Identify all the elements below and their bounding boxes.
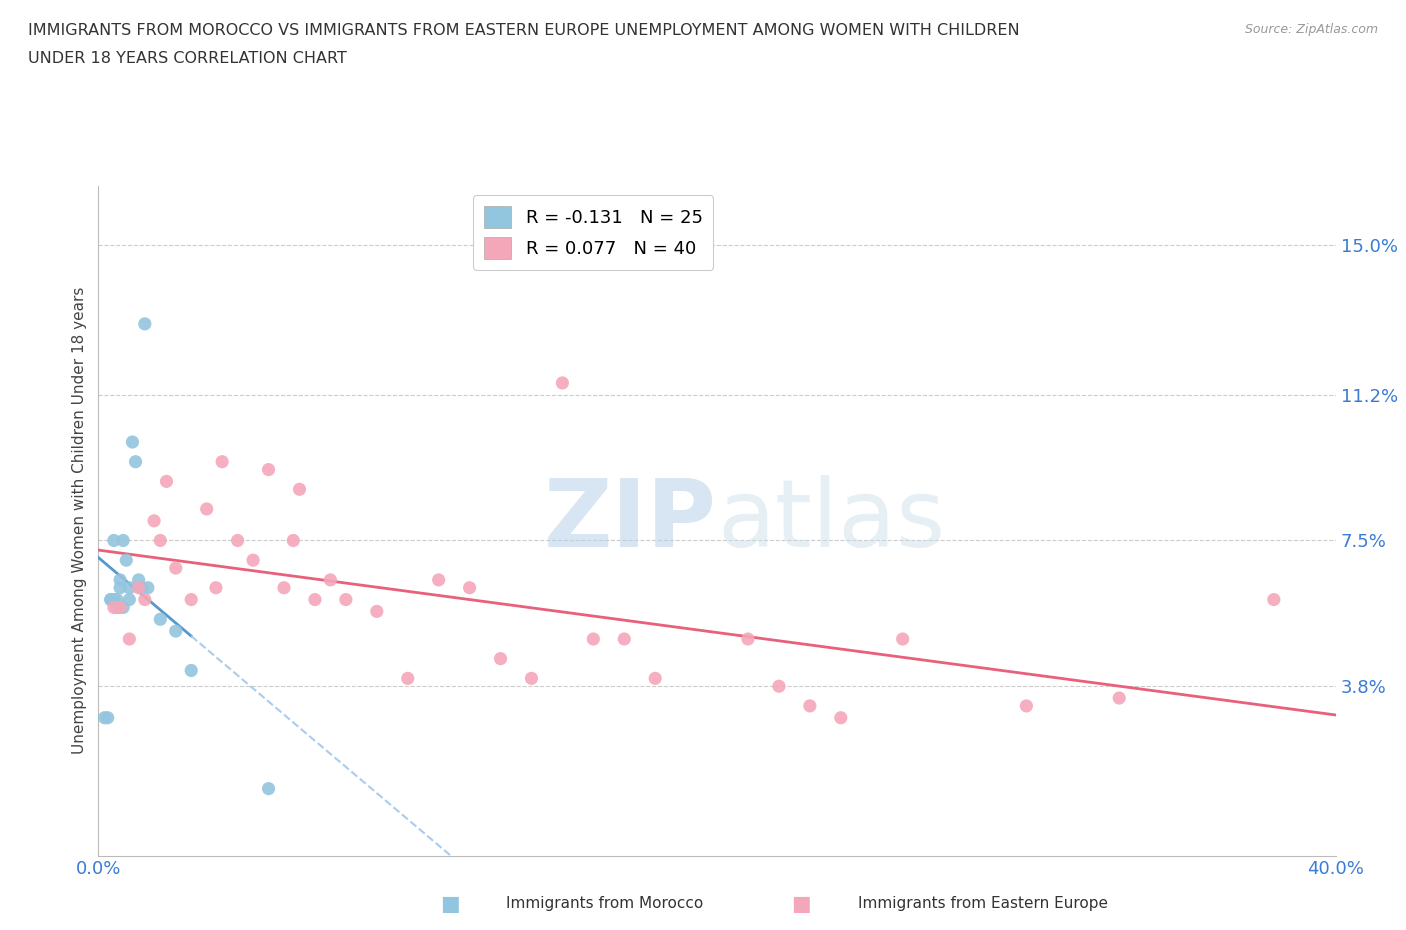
Point [582, 631, 605, 646]
Point [121, 434, 143, 449]
Text: ■: ■ [792, 894, 811, 914]
Point [103, 533, 125, 548]
Point [128, 580, 150, 595]
Point [112, 600, 135, 615]
Point [304, 592, 326, 607]
Point [108, 580, 131, 595]
Point [100, 592, 122, 607]
Point [180, 592, 202, 607]
Point [396, 671, 419, 685]
Point [134, 316, 156, 331]
Point [273, 580, 295, 595]
Point [366, 604, 388, 618]
Point [427, 573, 450, 588]
Point [613, 631, 636, 646]
Point [830, 711, 852, 725]
Legend: R = -0.131   N = 25, R = 0.077   N = 40: R = -0.131 N = 25, R = 0.077 N = 40 [474, 195, 713, 270]
Point [257, 781, 280, 796]
Text: IMMIGRANTS FROM MOROCCO VS IMMIGRANTS FROM EASTERN EUROPE UNEMPLOYMENT AMONG WOM: IMMIGRANTS FROM MOROCCO VS IMMIGRANTS FR… [28, 23, 1019, 38]
Point [112, 533, 135, 548]
Point [128, 573, 150, 588]
Point [288, 482, 311, 497]
Point [149, 533, 172, 548]
Point [131, 580, 153, 595]
Text: Immigrants from Eastern Europe: Immigrants from Eastern Europe [858, 897, 1108, 911]
Point [283, 533, 305, 548]
Point [103, 592, 125, 607]
Point [644, 671, 666, 685]
Point [118, 580, 141, 595]
Point [155, 474, 177, 489]
Point [108, 573, 131, 588]
Point [100, 592, 122, 607]
Point [551, 376, 574, 391]
Text: ZIP: ZIP [544, 475, 717, 566]
Point [108, 600, 131, 615]
Point [319, 573, 342, 588]
Point [115, 552, 138, 567]
Point [105, 592, 128, 607]
Point [1015, 698, 1038, 713]
Point [737, 631, 759, 646]
Point [489, 651, 512, 666]
Point [143, 513, 166, 528]
Y-axis label: Unemployment Among Women with Children Under 18 years: Unemployment Among Women with Children U… [72, 287, 87, 754]
Point [768, 679, 790, 694]
Text: UNDER 18 YEARS CORRELATION CHART: UNDER 18 YEARS CORRELATION CHART [28, 51, 347, 66]
Point [891, 631, 914, 646]
Point [205, 580, 228, 595]
Point [103, 600, 125, 615]
Point [134, 592, 156, 607]
Point [335, 592, 357, 607]
Point [93, 711, 115, 725]
Point [165, 561, 187, 576]
Text: Immigrants from Morocco: Immigrants from Morocco [506, 897, 703, 911]
Text: ■: ■ [440, 894, 460, 914]
Point [195, 501, 218, 516]
Point [118, 592, 141, 607]
Point [118, 631, 141, 646]
Point [105, 600, 128, 615]
Point [257, 462, 280, 477]
Point [180, 663, 202, 678]
Point [124, 454, 146, 469]
Point [1263, 592, 1285, 607]
Point [211, 454, 233, 469]
Point [149, 612, 172, 627]
Point [520, 671, 543, 685]
Text: atlas: atlas [717, 475, 945, 566]
Point [1108, 691, 1130, 706]
Point [458, 580, 481, 595]
Point [165, 624, 187, 639]
Point [136, 580, 159, 595]
Point [97, 711, 120, 725]
Text: Source: ZipAtlas.com: Source: ZipAtlas.com [1244, 23, 1378, 36]
Point [799, 698, 821, 713]
Point [226, 533, 249, 548]
Point [242, 552, 264, 567]
